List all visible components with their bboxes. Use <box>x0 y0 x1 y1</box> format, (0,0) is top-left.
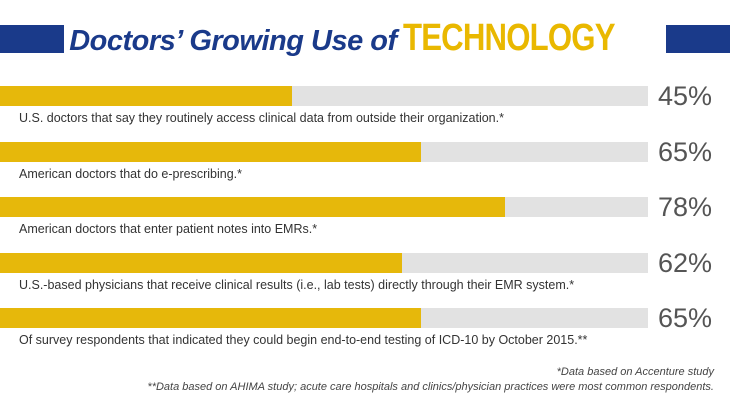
bar-category-label: American doctors that do e-prescribing.* <box>19 166 243 181</box>
bar-value-label: 65% <box>658 136 713 167</box>
bar-category-label: Of survey respondents that indicated the… <box>19 333 588 347</box>
bar-track <box>0 197 648 217</box>
bar-track <box>0 86 648 106</box>
bar-row: 45% U.S. doctors that say they routinely … <box>0 81 730 136</box>
chart-title: Doctors’ Growing Use of TECHNOLOGY <box>64 18 666 58</box>
title-band-left <box>0 25 64 53</box>
bar-value-label: 65% <box>658 303 713 333</box>
bar-track <box>0 308 648 328</box>
bar-value-label: 45% <box>658 81 713 111</box>
bar-category-label: U.S. doctors that say they routinely acc… <box>19 111 504 125</box>
bar-category-label: American doctors that enter patient note… <box>19 222 318 236</box>
bar <box>0 86 292 106</box>
footnote-ahima: **Data based on AHIMA study; acute care … <box>147 381 714 393</box>
bar <box>0 141 422 162</box>
footnote-accenture: *Data based on Accenture study <box>556 366 714 378</box>
title-text-main: Doctors’ Growing Use of <box>69 25 397 57</box>
bar <box>0 197 506 217</box>
bar-category-label: U.S.-based physicians that receive clini… <box>19 277 575 292</box>
title-text-highlight: TECHNOLOGY <box>402 17 615 59</box>
title-band-right <box>666 25 730 53</box>
bar-track <box>0 252 648 273</box>
bar-value-label: 62% <box>658 247 713 278</box>
bar-row: 78% American doctors that enter patient n… <box>0 192 730 247</box>
bar <box>0 252 402 273</box>
bar-track <box>0 141 648 162</box>
bar-row: 65% American doctors that do e-prescribin… <box>0 137 730 192</box>
bar-value-label: 78% <box>658 192 713 222</box>
bar-row: 62% U.S.-based physicians that receive cl… <box>0 248 730 303</box>
bar <box>0 308 422 328</box>
bar-row: 65% Of survey respondents that indicated … <box>0 303 730 358</box>
title-banner: Doctors’ Growing Use of TECHNOLOGY <box>0 18 730 58</box>
